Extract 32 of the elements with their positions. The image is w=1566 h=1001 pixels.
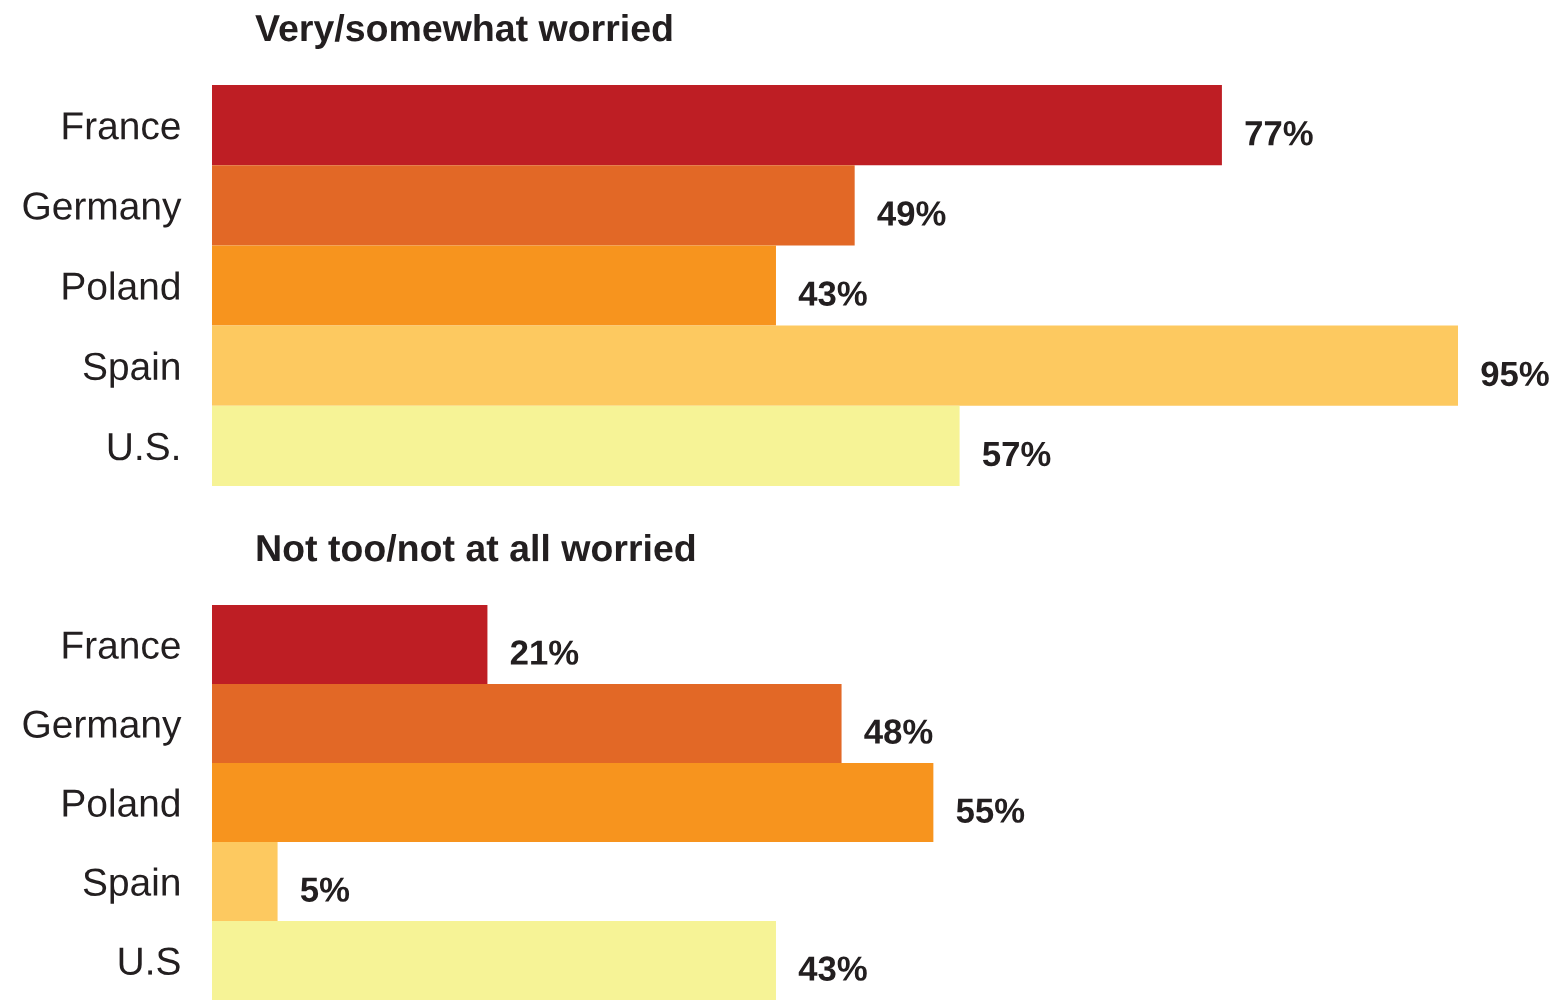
y-tick-label: France: [63, 631, 180, 659]
y-tick-label: France: [63, 112, 180, 140]
data-label: 57%: [982, 441, 1051, 467]
bar: [212, 245, 776, 326]
data-label: 95%: [1481, 361, 1549, 387]
y-tick-label: Spain: [83, 867, 179, 904]
y-tick-label: Germany: [23, 710, 182, 746]
data-label: 5%: [300, 877, 350, 902]
bar: [212, 165, 855, 246]
chart-title: Very/somewhat worried: [255, 13, 672, 49]
y-tick-label: Poland: [63, 788, 179, 817]
bar: [212, 842, 278, 921]
data-label: 43%: [798, 281, 867, 306]
y-tick-label: Germany: [23, 192, 182, 228]
data-label: 77%: [1245, 121, 1313, 146]
y-tick-label: Spain: [83, 351, 179, 388]
data-label: 48%: [864, 719, 933, 744]
data-label: 43%: [798, 956, 867, 981]
bar: [212, 763, 934, 842]
bar: [212, 85, 1222, 166]
y-tick-label: U.S.: [108, 432, 178, 461]
bar: [212, 605, 488, 684]
data-label: 55%: [956, 798, 1025, 823]
bar: [212, 684, 842, 763]
chart-title: Not too/not at all worried: [257, 533, 695, 562]
y-tick-label: U.S: [119, 947, 180, 975]
data-label: 49%: [877, 201, 946, 226]
bar: [212, 405, 960, 486]
data-label: 21%: [510, 640, 579, 665]
bar: [212, 325, 1458, 406]
bar: [212, 921, 776, 1000]
y-tick-label: Poland: [63, 271, 179, 300]
